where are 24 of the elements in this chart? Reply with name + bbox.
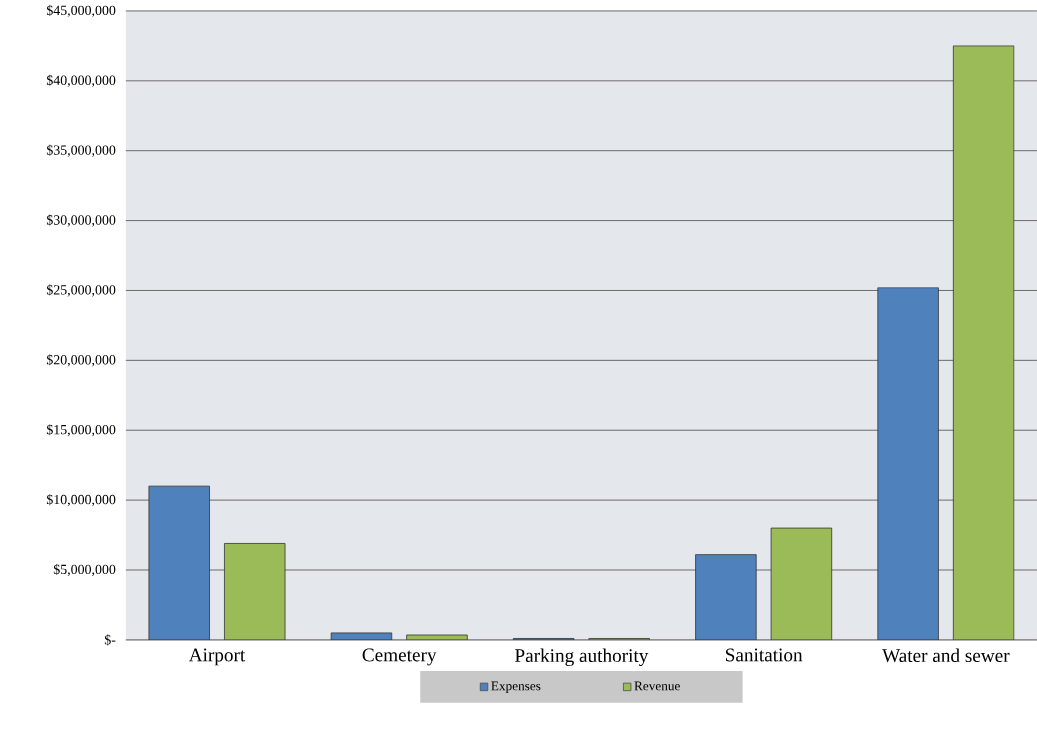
y-tick-label: $40,000,000 [46, 74, 116, 87]
y-tick-label: $30,000,000 [46, 214, 116, 227]
legend-label: Expenses [491, 681, 541, 693]
y-tick-label: $- [104, 634, 116, 646]
y-tick-label: $10,000,000 [46, 493, 116, 507]
bar [877, 287, 939, 640]
bar [952, 45, 1015, 640]
x-tick-label: Sanitation [725, 648, 803, 662]
y-tick-label: $20,000,000 [46, 354, 116, 367]
y-tick-label: $5,000,000 [53, 563, 116, 576]
x-tick-label: Water and sewer [882, 648, 1010, 663]
legend-label: Revenue [634, 681, 680, 691]
bar [695, 554, 757, 640]
y-tick-label: $15,000,000 [46, 424, 116, 437]
bar [770, 527, 833, 640]
bar [148, 485, 210, 640]
x-tick-label: Airport [188, 648, 246, 666]
y-tick-label: $25,000,000 [46, 284, 116, 297]
bar [406, 634, 468, 640]
bar [224, 542, 286, 640]
x-tick-label: Parking authority [515, 648, 649, 666]
y-tick-label: $35,000,000 [46, 144, 116, 157]
x-tick-label: Cemetery [362, 648, 437, 666]
y-tick-label: $45,000,000 [46, 4, 116, 17]
